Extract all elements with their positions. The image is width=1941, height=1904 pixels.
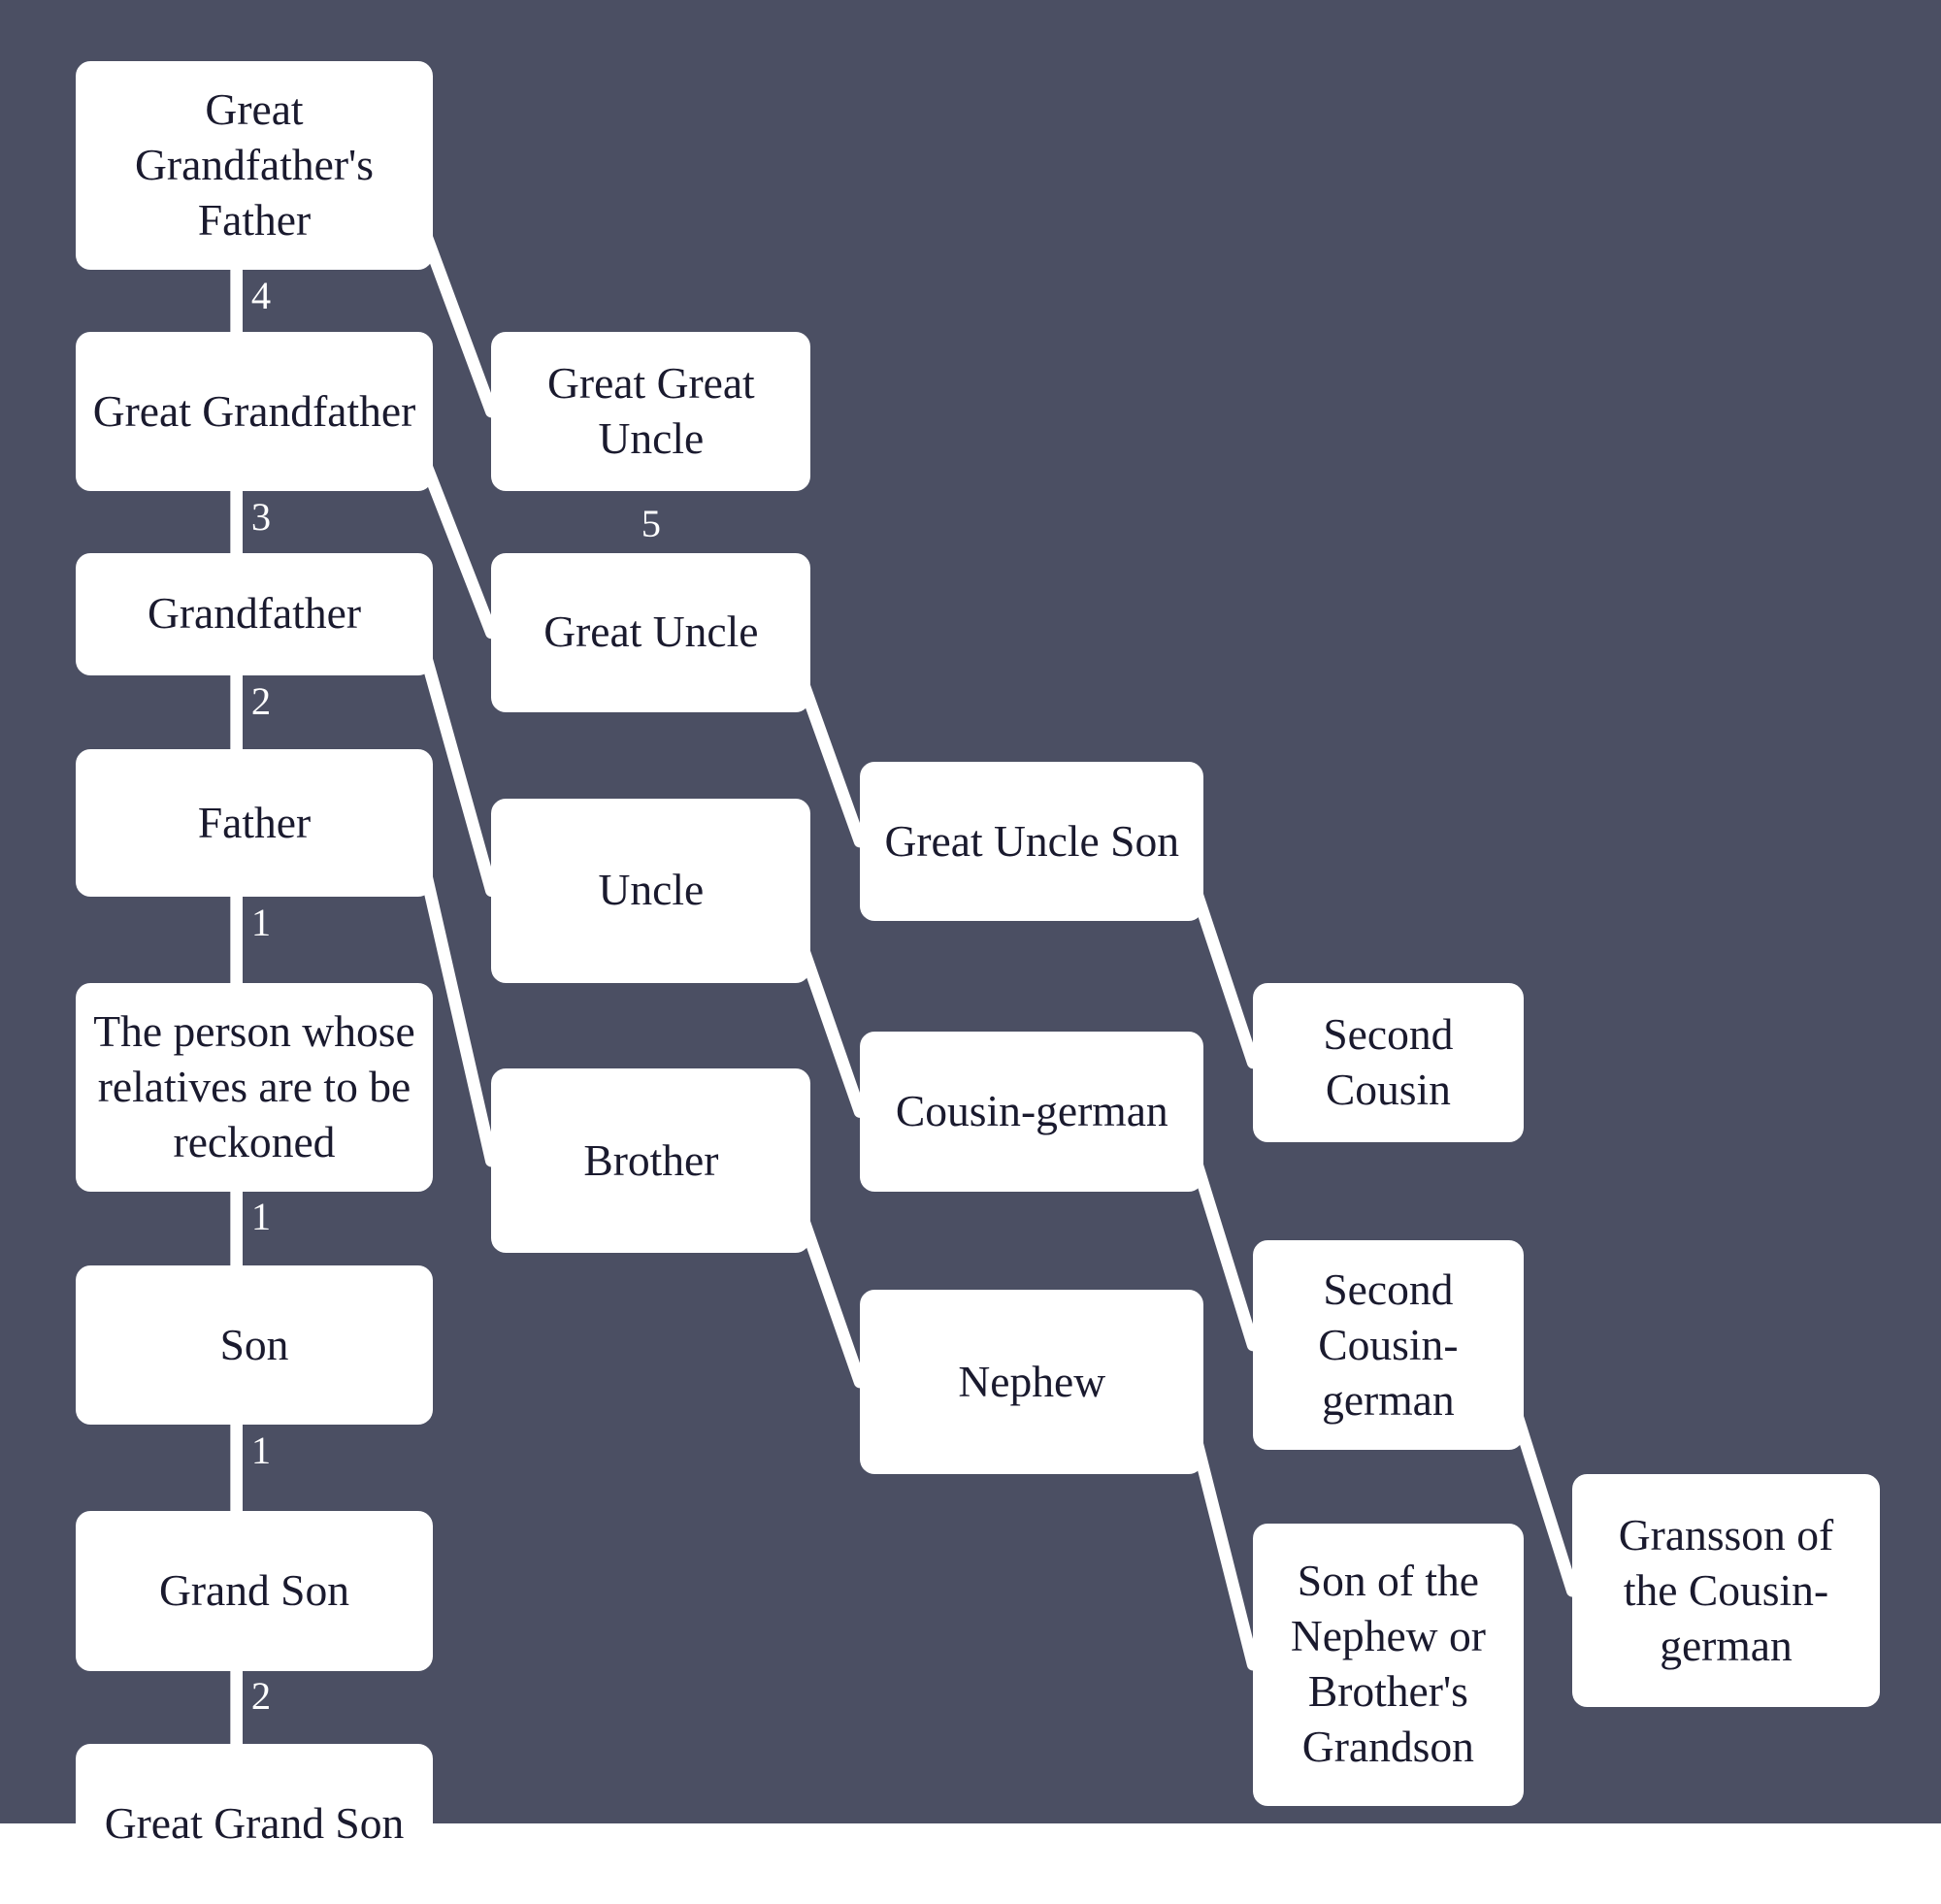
edge-label: 1 xyxy=(251,1194,271,1239)
node-label: Great Grand Son xyxy=(105,1796,405,1852)
edge xyxy=(804,684,860,842)
edge-label: 1 xyxy=(251,1428,271,1473)
node-label: Brother xyxy=(583,1133,718,1189)
node-gguncle: Great Great Uncle xyxy=(491,332,810,492)
node-label: Second Cousin xyxy=(1268,1007,1507,1118)
node-father: Father xyxy=(76,749,432,897)
node-label: Great Great Uncle xyxy=(507,356,795,467)
node-gson: Grand Son xyxy=(76,1511,432,1671)
node-label: Uncle xyxy=(599,863,705,918)
edge xyxy=(425,870,491,1161)
edge xyxy=(1197,1163,1253,1345)
node-ggson: Great Grand Son xyxy=(76,1744,432,1904)
node-label: Great Grandfather xyxy=(93,384,416,440)
node-label: Father xyxy=(198,796,311,851)
edge-label: 3 xyxy=(251,494,271,540)
node-label: Son of the Nephew or Brother's Grandson xyxy=(1268,1554,1507,1775)
node-label: Gransson of the Cousin-german xyxy=(1588,1508,1863,1674)
kinship-diagram: 4 3 2 1 1 1 2 5 Great Grandfather's Father Great … xyxy=(0,0,1941,1823)
edge xyxy=(425,233,491,411)
edge xyxy=(804,1220,860,1382)
node-secondcousin: Second Cousin xyxy=(1253,983,1523,1143)
edge-label: 5 xyxy=(642,501,661,546)
node-label: Great Uncle xyxy=(543,605,758,660)
node-label: Nephew xyxy=(958,1355,1105,1410)
node-label: Son xyxy=(220,1318,289,1373)
node-label: Great Uncle Son xyxy=(884,814,1179,870)
node-secondcg: Second Cousin-german xyxy=(1253,1240,1523,1449)
node-label: Cousin-german xyxy=(896,1084,1168,1139)
node-label: Great Grandfather's Father xyxy=(91,82,416,248)
node-son: Son xyxy=(76,1265,432,1426)
edge xyxy=(1516,1412,1572,1591)
node-gf: Grandfather xyxy=(76,553,432,676)
node-label: The person whose relatives are to be rec… xyxy=(91,1004,416,1170)
edge-label: 2 xyxy=(251,1673,271,1719)
node-label: Second Cousin-german xyxy=(1268,1263,1507,1428)
node-label: Grand Son xyxy=(159,1563,349,1619)
edge-label: 1 xyxy=(251,900,271,945)
node-brother: Brother xyxy=(491,1068,810,1253)
node-nephew: Nephew xyxy=(860,1290,1203,1474)
edge xyxy=(1197,1441,1253,1664)
node-ggf: Great Grandfather xyxy=(76,332,432,492)
node-self: The person whose relatives are to be rec… xyxy=(76,983,432,1192)
edge xyxy=(425,463,491,633)
node-gunson: Great Uncle Son xyxy=(860,762,1203,922)
node-nephewson: Son of the Nephew or Brother's Grandson xyxy=(1253,1524,1523,1806)
edge xyxy=(425,653,491,890)
node-label: Grandfather xyxy=(148,586,361,641)
edge xyxy=(1197,893,1253,1063)
node-guncle: Great Uncle xyxy=(491,553,810,713)
node-gransson: Gransson of the Cousin-german xyxy=(1572,1474,1879,1708)
edge-label: 2 xyxy=(251,678,271,724)
node-cousingerman: Cousin-german xyxy=(860,1032,1203,1192)
edge xyxy=(804,949,860,1111)
node-uncle: Uncle xyxy=(491,799,810,983)
edge-label: 4 xyxy=(251,273,271,318)
node-ggff: Great Grandfather's Father xyxy=(76,61,432,270)
